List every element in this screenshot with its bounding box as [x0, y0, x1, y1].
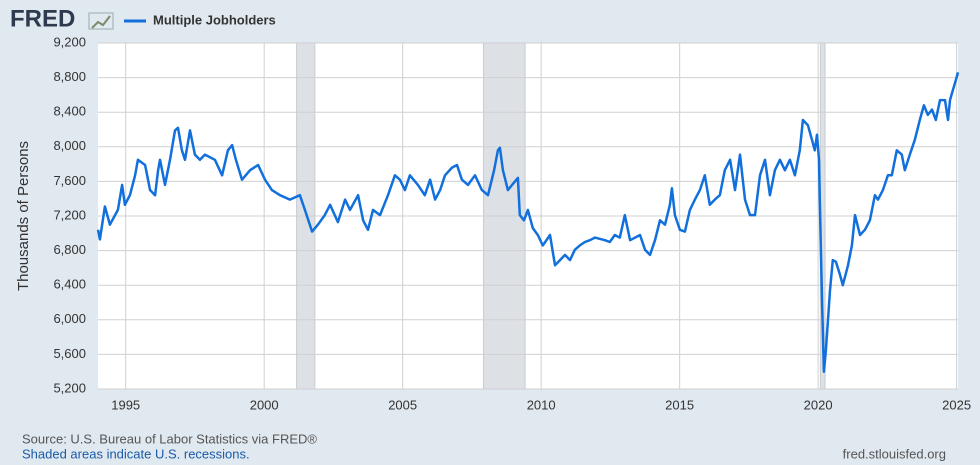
y-tick-label: 9,200	[53, 34, 86, 49]
x-tick-label: 2020	[804, 397, 833, 412]
recession-note: Shaded areas indicate U.S. recessions.	[22, 446, 250, 461]
y-tick-label: 6,400	[53, 277, 86, 292]
y-tick-label: 5,200	[53, 380, 86, 395]
y-tick-label: 6,000	[53, 311, 86, 326]
x-tick-label: 2005	[388, 397, 417, 412]
logo-frame	[88, 12, 114, 30]
logo-icon	[91, 15, 111, 29]
y-tick-label: 7,200	[53, 207, 86, 222]
y-tick-label: 6,800	[53, 242, 86, 257]
source: Source: U.S. Bureau of Labor Statistics …	[22, 431, 317, 446]
y-tick-label: 8,800	[53, 69, 86, 84]
x-tick-label: 1995	[111, 397, 140, 412]
y-tick-label: 8,000	[53, 138, 86, 153]
x-tick-label: 2025	[942, 397, 971, 412]
y-tick-label: 5,600	[53, 346, 86, 361]
legend-label: Multiple Jobholders	[153, 12, 276, 27]
y-tick-label: 7,600	[53, 173, 86, 188]
y-axis-label: Thousands of Persons	[15, 141, 32, 291]
logo: FRED	[10, 5, 75, 32]
x-tick-label: 2010	[527, 397, 556, 412]
x-tick-label: 2015	[665, 397, 694, 412]
line-series	[96, 72, 960, 373]
x-tick-label: 2000	[250, 397, 279, 412]
y-tick-label: 8,400	[53, 104, 86, 119]
source-url: fred.stlouisfed.org	[843, 446, 946, 461]
